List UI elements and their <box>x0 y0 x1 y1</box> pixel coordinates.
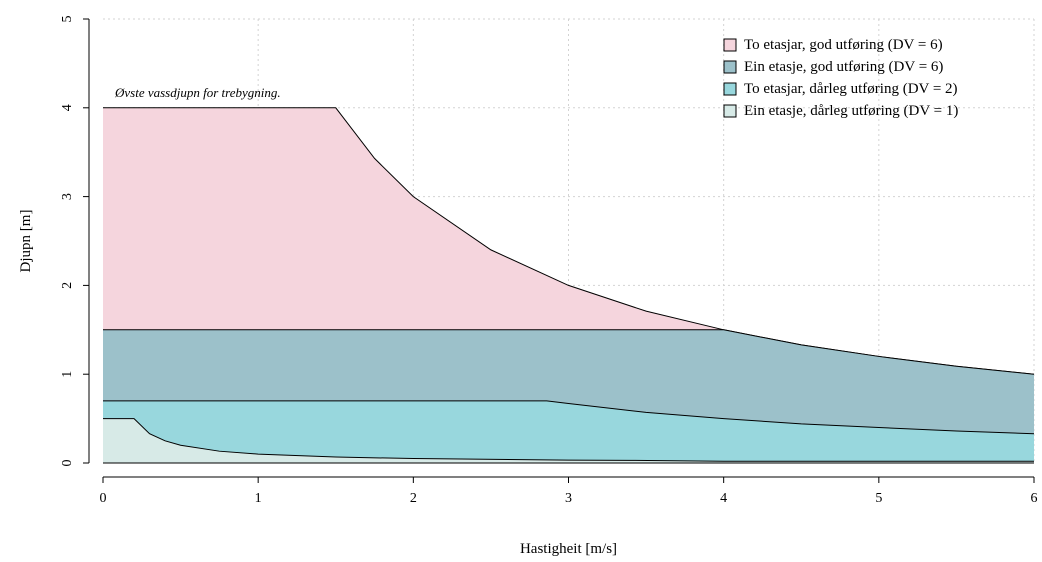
x-tick-label-5: 5 <box>875 491 882 506</box>
axes: 0 1 2 3 4 5 6 0 1 2 3 4 5 <box>60 16 1038 507</box>
legend-label-3: To etasjar, dårleg utføring (DV = 2) <box>744 81 958 97</box>
legend-label-1: To etasjar, god utføring (DV = 6) <box>744 37 943 53</box>
legend-swatch-2 <box>723 60 737 74</box>
areas <box>103 107 1035 464</box>
x-tick-label-3: 3 <box>565 491 572 506</box>
y-axis-title: Djupn [m] <box>18 210 34 273</box>
legend-label-2: Ein etasje, god utføring (DV = 6) <box>744 59 943 75</box>
legend-swatch-4 <box>723 104 737 118</box>
y-tick-label-3: 3 <box>60 193 75 200</box>
legend-swatch-3 <box>723 82 737 96</box>
x-tick-label-2: 2 <box>410 491 417 506</box>
x-tick-label-6: 6 <box>1031 491 1038 506</box>
y-tick-label-1: 1 <box>60 371 75 378</box>
y-tick-label-4: 4 <box>60 104 75 111</box>
area-series-4 <box>103 418 1034 463</box>
y-tick-label-0: 0 <box>60 460 75 467</box>
annotation-text: Øvste vassdjupn for trebygning. <box>114 85 281 100</box>
x-axis-title: Hastigheit [m/s] <box>520 541 617 557</box>
legend: To etasjar, god utføring (DV = 6) Ein eta… <box>723 37 958 119</box>
boundary-line-series-3 <box>103 400 1035 435</box>
x-tick-label-0: 0 <box>100 491 107 506</box>
legend-swatch-1 <box>723 38 737 52</box>
y-tick-label-2: 2 <box>60 282 75 289</box>
y-tick-label-5: 5 <box>60 16 75 23</box>
legend-label-4: Ein etasje, dårleg utføring (DV = 1) <box>744 103 958 119</box>
x-tick-label-1: 1 <box>255 491 262 506</box>
area-series-3 <box>103 400 1034 463</box>
x-tick-label-4: 4 <box>720 491 727 506</box>
boundary-line-series-4 <box>103 418 1034 462</box>
boundary-line-series-2 <box>103 329 1035 375</box>
